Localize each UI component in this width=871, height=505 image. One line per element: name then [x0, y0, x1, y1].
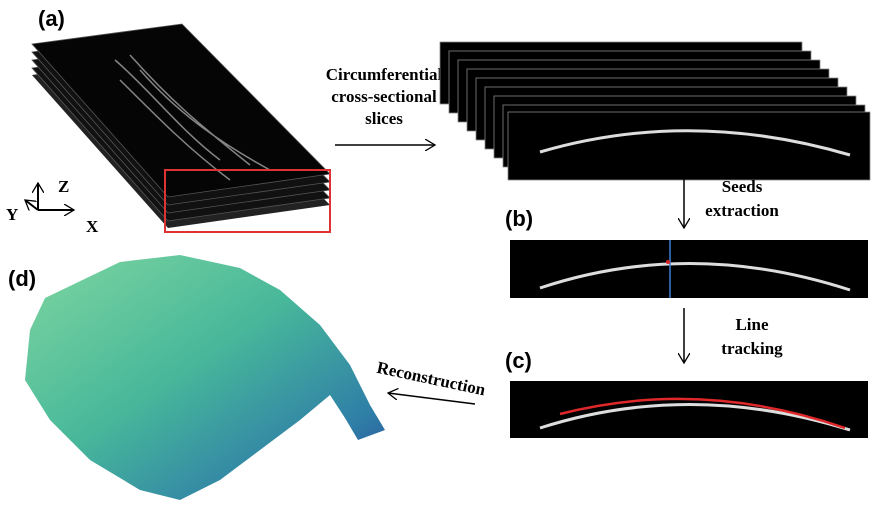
slice-c — [510, 381, 868, 438]
axis-label: Y — [6, 205, 18, 224]
slice-b — [510, 240, 868, 298]
step-label: Circumferential — [326, 65, 443, 84]
surface — [25, 255, 385, 500]
step-label: Seeds — [722, 177, 763, 196]
slice-stack — [440, 42, 870, 180]
axis-label: X — [86, 217, 99, 236]
panel-label: (b) — [505, 206, 533, 231]
step-label: Line — [735, 315, 769, 334]
panel-label: (c) — [505, 348, 532, 373]
panel-label: (a) — [38, 6, 65, 31]
step-label: tracking — [721, 339, 783, 358]
volume-stack — [32, 24, 330, 232]
axis-label: Z — [58, 177, 69, 196]
step-label: cross-sectional — [331, 87, 437, 106]
panel-label: (d) — [8, 266, 36, 291]
step-label: slices — [365, 109, 403, 128]
step-label: extraction — [705, 201, 779, 220]
figure: (a) Z Y X Circumferential cross-sectiona… — [0, 0, 871, 505]
